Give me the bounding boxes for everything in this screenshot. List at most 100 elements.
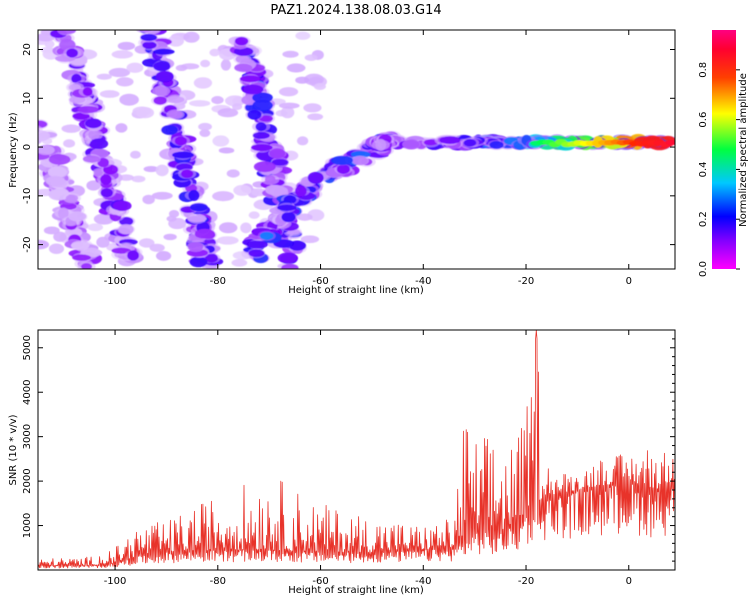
spectrogram-xlabel: Height of straight line (km) bbox=[288, 285, 424, 296]
spectrogram-blob bbox=[234, 63, 253, 72]
spectrogram-blob bbox=[175, 64, 188, 72]
spectrogram-blob bbox=[439, 136, 461, 144]
spectrogram-blob bbox=[108, 67, 131, 78]
spectrogram-blob bbox=[118, 224, 134, 235]
spectrogram-blob bbox=[117, 41, 136, 51]
spectrogram-blob bbox=[268, 185, 289, 197]
spectrogram-blob bbox=[218, 147, 235, 154]
spectrogram-blob bbox=[99, 90, 120, 98]
spectrogram-blob bbox=[189, 100, 211, 107]
spectrogram-blob bbox=[194, 228, 215, 239]
spectrogram-blob bbox=[200, 59, 211, 68]
spectrogram-blob bbox=[187, 215, 207, 223]
colorbar-tick-label: 0.2 bbox=[698, 211, 709, 227]
spectrogram-blob bbox=[198, 122, 212, 131]
spectrogram-blob bbox=[247, 109, 262, 120]
spectrogram-blob bbox=[489, 140, 504, 149]
spectrogram-blob bbox=[193, 77, 213, 89]
spectrogram-blobs bbox=[38, 30, 675, 269]
spectrogram-blob bbox=[336, 164, 350, 175]
spectrogram-blob bbox=[63, 139, 76, 148]
spectrogram-blob bbox=[282, 50, 299, 58]
x-tick-label: -80 bbox=[210, 576, 226, 587]
snr-yticks: 1000 2000 3000 4000 5000 bbox=[22, 335, 675, 562]
spectrogram-blob bbox=[217, 108, 239, 118]
spectrogram-blob bbox=[313, 83, 326, 90]
x-tick-label: -100 bbox=[104, 576, 127, 587]
spectrogram-blob bbox=[307, 171, 324, 184]
spectrogram-blob bbox=[375, 139, 387, 151]
spectrogram-blob bbox=[295, 76, 310, 84]
spectrogram-blob bbox=[136, 107, 155, 119]
spectrogram-halo bbox=[38, 125, 43, 135]
spectrogram-ylabel: Frequency (Hz) bbox=[8, 112, 19, 188]
spectrogram-blob bbox=[286, 63, 306, 73]
y-tick-label: 0 bbox=[22, 144, 33, 150]
spectrogram-blob bbox=[151, 191, 173, 200]
x-tick-label: -20 bbox=[518, 276, 534, 287]
spectrogram-blob bbox=[253, 161, 276, 173]
spectrogram-blob bbox=[116, 77, 134, 87]
spectrogram-blob bbox=[300, 235, 320, 244]
colorbar-tick-label: 0.4 bbox=[698, 161, 709, 177]
figure-title: PAZ1.2024.138.08.03.G14 bbox=[270, 3, 441, 18]
y-tick-label: -20 bbox=[22, 236, 33, 252]
spectrogram-blob bbox=[48, 243, 65, 254]
spectrogram-blob bbox=[246, 240, 268, 249]
spectrogram-blob bbox=[119, 93, 139, 106]
spectrogram-blob bbox=[70, 241, 90, 250]
spectrogram-blob bbox=[189, 256, 208, 268]
spectrogram-blob bbox=[59, 38, 76, 51]
spectrogram-blob bbox=[220, 59, 232, 71]
spectrogram-blob bbox=[189, 203, 208, 212]
spectrogram-blob bbox=[38, 130, 51, 142]
spectrogram-blob bbox=[131, 175, 146, 183]
spectrogram-blob bbox=[142, 41, 157, 49]
snr-series-line bbox=[38, 330, 675, 569]
spectrogram-blob bbox=[252, 131, 270, 139]
spectrogram-blob bbox=[58, 207, 69, 220]
spectrogram-blob bbox=[153, 96, 167, 105]
spectrogram-blob bbox=[65, 194, 79, 202]
spectrogram-blob bbox=[278, 87, 299, 97]
spectrogram-blob bbox=[88, 129, 100, 140]
spectrogram-blob bbox=[330, 155, 353, 165]
spectrogram-blob bbox=[352, 155, 368, 166]
spectrogram-blob bbox=[112, 200, 132, 212]
colorbar: 0.0 0.2 0.4 0.6 0.8 Normalized spectral ampl… bbox=[698, 30, 749, 277]
spectrogram-blob bbox=[115, 123, 128, 133]
y-tick-label: 1000 bbox=[22, 513, 33, 538]
y-tick-label: 4000 bbox=[22, 379, 33, 404]
y-tick-label: 5000 bbox=[22, 335, 33, 360]
spectrogram-blob bbox=[211, 96, 224, 105]
spectrogram-blob bbox=[57, 30, 77, 35]
spectrogram-blob bbox=[163, 233, 177, 241]
x-tick-label: -60 bbox=[312, 276, 328, 287]
spectrogram-blob bbox=[38, 146, 55, 154]
spectrogram-blob bbox=[209, 48, 220, 57]
spectrogram-blob bbox=[277, 252, 299, 264]
spectrogram-blob bbox=[43, 226, 60, 235]
spectrogram-blob bbox=[295, 31, 311, 40]
spectrogram-blob bbox=[303, 103, 322, 113]
spectrogram-blob bbox=[218, 222, 238, 234]
snr-frame bbox=[37, 329, 676, 571]
spectrogram-blob bbox=[463, 139, 477, 147]
y-tick-label: -10 bbox=[22, 188, 33, 204]
spectrogram-blob bbox=[278, 102, 300, 109]
spectrogram-blob bbox=[241, 84, 264, 95]
spectrogram-blob bbox=[423, 139, 438, 146]
colorbar-tick-label: 0.8 bbox=[698, 62, 709, 78]
spectrogram-blob bbox=[232, 103, 243, 111]
spectrogram-blob bbox=[140, 33, 157, 42]
colorbar-ticks: 0.0 0.2 0.4 0.6 0.8 bbox=[698, 62, 740, 277]
spectrogram-blob bbox=[239, 75, 262, 83]
spectrogram-blob bbox=[126, 62, 144, 73]
snr-xlabel: Height of straight line (km) bbox=[288, 585, 424, 596]
spectrogram-blob bbox=[161, 125, 179, 135]
spectrogram-blob bbox=[111, 247, 131, 254]
spectrogram-blob bbox=[72, 254, 91, 261]
spectrogram-blob bbox=[155, 164, 169, 177]
spectrogram-blob bbox=[255, 122, 267, 132]
